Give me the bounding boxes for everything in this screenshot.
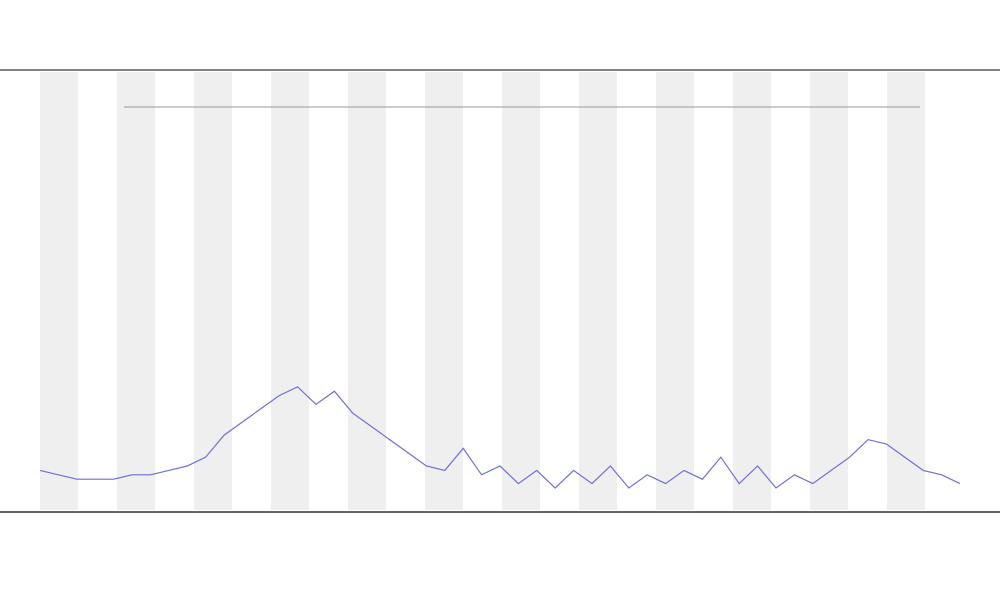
band <box>887 72 925 510</box>
shaded-bands <box>40 72 925 510</box>
band <box>117 72 155 510</box>
band <box>579 72 617 510</box>
band <box>194 72 232 510</box>
band <box>656 72 694 510</box>
data-line <box>39 386 961 489</box>
band <box>425 72 463 510</box>
band <box>348 72 386 510</box>
band <box>733 72 771 510</box>
band <box>810 72 848 510</box>
band <box>271 72 309 510</box>
band <box>40 72 78 510</box>
band <box>502 72 540 510</box>
